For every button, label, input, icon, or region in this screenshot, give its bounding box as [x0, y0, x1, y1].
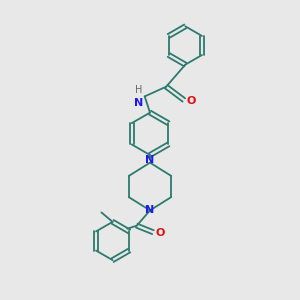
Text: H: H	[135, 85, 142, 95]
Text: N: N	[134, 98, 143, 108]
Text: O: O	[155, 228, 165, 238]
Text: N: N	[146, 155, 154, 165]
Text: O: O	[186, 96, 196, 106]
Text: N: N	[146, 206, 154, 215]
